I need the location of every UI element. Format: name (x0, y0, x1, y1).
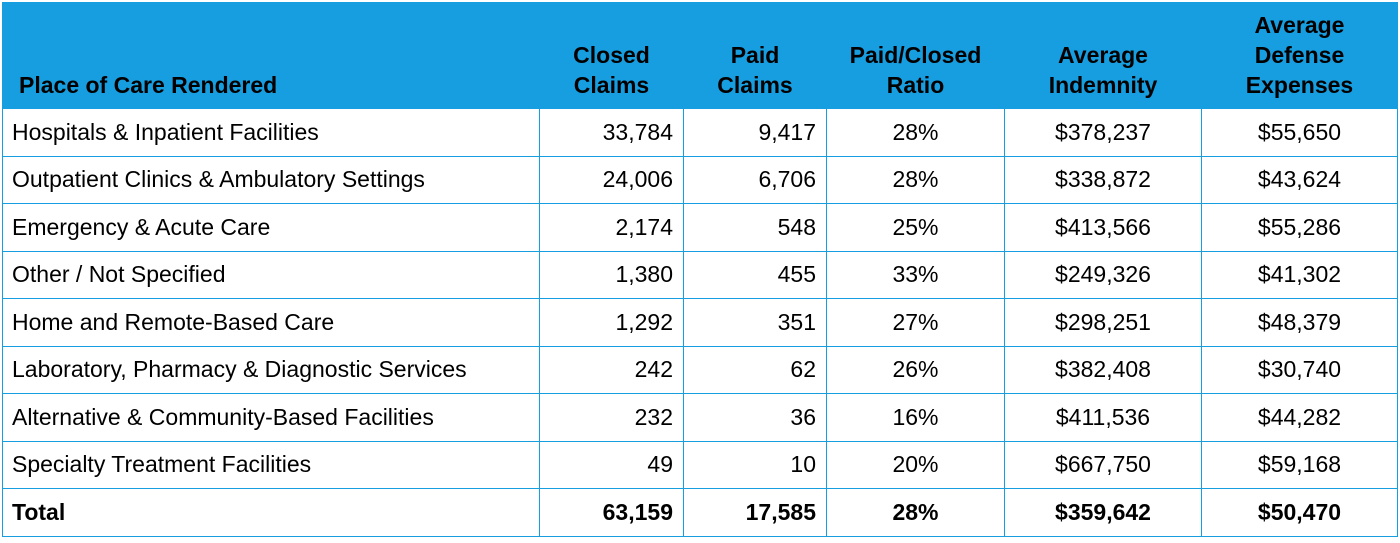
cell-average-defense: $55,650 (1201, 108, 1398, 157)
cell-average-defense: $55,286 (1201, 203, 1398, 252)
cell-paid-claims: 36 (683, 393, 827, 442)
cell-ratio: 26% (826, 345, 1005, 394)
cell-paid-claims: 351 (683, 298, 827, 347)
total-row: Total 63,159 17,585 28% $359,642 $50,470 (2, 488, 1398, 537)
cell-place: Outpatient Clinics & Ambulatory Settings (2, 155, 540, 204)
table-row: Alternative & Community-Based Facilities… (2, 393, 1398, 442)
header-ratio-line2: Ratio (886, 72, 945, 98)
cell-place: Hospitals & Inpatient Facilities (2, 108, 540, 157)
header-defense-line3: Expenses (1245, 72, 1354, 98)
cell-closed-claims: 242 (539, 345, 684, 394)
cell-average-defense: $59,168 (1201, 440, 1398, 489)
cell-average-defense: $44,282 (1201, 393, 1398, 442)
header-place-label: Place of Care Rendered (19, 72, 278, 98)
cell-average-indemnity: $338,872 (1004, 155, 1202, 204)
header-paid-closed-ratio: Paid/Closed Ratio (826, 2, 1005, 109)
header-paid-line1: Paid (730, 42, 780, 68)
cell-average-indemnity: $378,237 (1004, 108, 1202, 157)
header-defense-line1: Average (1254, 12, 1345, 38)
table-row: Other / Not Specified 1,380 455 33% $249… (2, 250, 1398, 299)
cell-closed-claims: 33,784 (539, 108, 684, 157)
total-closed-claims: 63,159 (539, 488, 684, 537)
cell-paid-claims: 9,417 (683, 108, 827, 157)
cell-paid-claims: 548 (683, 203, 827, 252)
cell-ratio: 27% (826, 298, 1005, 347)
cell-closed-claims: 2,174 (539, 203, 684, 252)
cell-paid-claims: 6,706 (683, 155, 827, 204)
header-ratio-line1: Paid/Closed (849, 42, 982, 68)
header-place: Place of Care Rendered (2, 2, 540, 109)
cell-average-indemnity: $249,326 (1004, 250, 1202, 299)
table-row: Emergency & Acute Care 2,174 548 25% $41… (2, 203, 1398, 252)
header-average-defense-expenses: Average Defense Expenses (1201, 2, 1398, 109)
table-row: Laboratory, Pharmacy & Diagnostic Servic… (2, 345, 1398, 394)
total-ratio: 28% (826, 488, 1005, 537)
header-closed-claims: Closed Claims (539, 2, 684, 109)
cell-average-indemnity: $298,251 (1004, 298, 1202, 347)
cell-place: Alternative & Community-Based Facilities (2, 393, 540, 442)
cell-closed-claims: 232 (539, 393, 684, 442)
cell-ratio: 33% (826, 250, 1005, 299)
table-row: Home and Remote-Based Care 1,292 351 27%… (2, 298, 1398, 347)
cell-place: Home and Remote-Based Care (2, 298, 540, 347)
cell-paid-claims: 62 (683, 345, 827, 394)
header-average-indemnity: Average Indemnity (1004, 2, 1202, 109)
table-body: Hospitals & Inpatient Facilities 33,784 … (2, 108, 1398, 537)
cell-closed-claims: 24,006 (539, 155, 684, 204)
header-closed-line2: Claims (573, 72, 650, 98)
cell-average-defense: $41,302 (1201, 250, 1398, 299)
cell-average-defense: $48,379 (1201, 298, 1398, 347)
cell-ratio: 28% (826, 108, 1005, 157)
total-paid-claims: 17,585 (683, 488, 827, 537)
table-header: Place of Care Rendered Closed Claims Pai… (2, 2, 1398, 109)
header-paid-line2: Claims (717, 72, 793, 98)
header-indemnity-line2: Indemnity (1048, 72, 1158, 98)
table-row: Hospitals & Inpatient Facilities 33,784 … (2, 108, 1398, 157)
cell-average-indemnity: $411,536 (1004, 393, 1202, 442)
cell-paid-claims: 455 (683, 250, 827, 299)
cell-ratio: 25% (826, 203, 1005, 252)
table-row: Outpatient Clinics & Ambulatory Settings… (2, 155, 1398, 204)
cell-closed-claims: 49 (539, 440, 684, 489)
cell-ratio: 20% (826, 440, 1005, 489)
total-average-indemnity: $359,642 (1004, 488, 1202, 537)
header-row: Place of Care Rendered Closed Claims Pai… (2, 2, 1398, 109)
cell-ratio: 16% (826, 393, 1005, 442)
cell-average-defense: $30,740 (1201, 345, 1398, 394)
cell-average-indemnity: $382,408 (1004, 345, 1202, 394)
header-defense-line2: Defense (1254, 42, 1345, 68)
total-average-defense: $50,470 (1201, 488, 1398, 537)
cell-closed-claims: 1,380 (539, 250, 684, 299)
cell-average-indemnity: $667,750 (1004, 440, 1202, 489)
total-label: Total (2, 488, 540, 537)
cell-place: Specialty Treatment Facilities (2, 440, 540, 489)
cell-ratio: 28% (826, 155, 1005, 204)
header-paid-claims: Paid Claims (683, 2, 827, 109)
header-indemnity-line1: Average (1058, 42, 1148, 68)
cell-place: Other / Not Specified (2, 250, 540, 299)
cell-average-indemnity: $413,566 (1004, 203, 1202, 252)
cell-place: Laboratory, Pharmacy & Diagnostic Servic… (2, 345, 540, 394)
cell-place: Emergency & Acute Care (2, 203, 540, 252)
cell-closed-claims: 1,292 (539, 298, 684, 347)
cell-average-defense: $43,624 (1201, 155, 1398, 204)
header-closed-line1: Closed (573, 42, 650, 68)
cell-paid-claims: 10 (683, 440, 827, 489)
table-row: Specialty Treatment Facilities 49 10 20%… (2, 440, 1398, 489)
